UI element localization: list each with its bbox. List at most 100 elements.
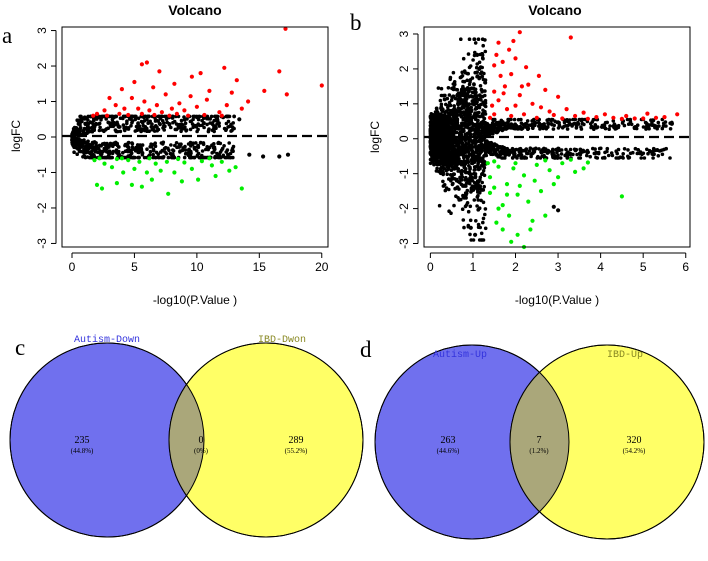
point-up	[543, 87, 548, 92]
point-bg	[443, 140, 447, 144]
x-axis-label-a: -log10(P.Value )	[153, 293, 237, 307]
point-bg	[481, 220, 485, 225]
point-up	[511, 38, 516, 44]
point-bg	[553, 119, 557, 124]
point-down	[492, 185, 497, 190]
point-down	[504, 182, 510, 187]
point-down	[487, 190, 493, 195]
y-tick-label: -3	[35, 238, 49, 249]
point-bg	[516, 127, 520, 131]
point-bg	[159, 155, 164, 160]
point-bg	[209, 114, 214, 119]
point-bg	[519, 156, 523, 160]
point-bg	[79, 116, 84, 120]
point-up	[551, 112, 556, 118]
point-bg	[613, 123, 617, 127]
point-not-significant	[468, 225, 473, 230]
point-bg	[483, 124, 488, 128]
point-up	[585, 116, 591, 121]
point-bg	[155, 128, 159, 133]
x-tick-label: 6	[682, 260, 689, 274]
point-up	[496, 98, 501, 103]
y-tick-label: 0	[35, 133, 49, 140]
point-bg	[461, 84, 465, 89]
point-bg	[580, 121, 585, 126]
point-bg	[428, 151, 433, 156]
point-bg	[447, 209, 451, 213]
point-bg	[139, 129, 143, 134]
point-bg	[532, 149, 536, 153]
point-bg	[518, 152, 523, 157]
point-bg	[591, 117, 596, 122]
point-down	[534, 162, 539, 167]
point-bg	[118, 129, 123, 134]
point-bg	[428, 131, 433, 136]
point-down	[496, 164, 501, 169]
point-bg	[153, 144, 158, 148]
point-up	[207, 88, 212, 93]
point-bg	[645, 147, 649, 152]
point-bg	[94, 122, 98, 126]
point-down	[233, 165, 238, 170]
point-bg	[489, 144, 494, 148]
point-bg	[121, 123, 126, 127]
point-bg	[475, 204, 479, 208]
point-bg	[599, 146, 603, 151]
point-bg	[480, 238, 485, 242]
point-not-significant	[475, 52, 480, 58]
point-bg	[567, 118, 572, 122]
point-bg	[439, 106, 443, 110]
point-bg	[464, 170, 468, 175]
point-bg	[459, 114, 463, 118]
point-bg	[499, 119, 504, 123]
point-bg	[164, 117, 169, 121]
point-bg	[463, 204, 468, 209]
point-bg	[483, 207, 488, 211]
point-down	[515, 192, 520, 197]
point-bg	[628, 117, 633, 122]
point-bg	[472, 132, 476, 137]
point-bg	[428, 161, 433, 166]
point-bg	[456, 98, 461, 102]
point-bg	[200, 118, 204, 123]
point-bg	[494, 151, 498, 155]
point-bg	[126, 145, 131, 150]
point-bg	[439, 149, 444, 154]
point-bg	[480, 144, 484, 149]
point-down	[543, 213, 548, 218]
point-bg	[633, 146, 638, 151]
point-bg	[478, 185, 482, 189]
point-bg	[627, 155, 632, 160]
point-bg	[592, 127, 596, 131]
point-bg	[215, 122, 219, 126]
point-bg	[483, 112, 488, 116]
point-bg	[81, 155, 85, 159]
point-up	[513, 103, 518, 108]
point-bg	[470, 102, 475, 106]
point-up	[594, 115, 599, 120]
point-bg	[462, 69, 467, 73]
point-up	[530, 101, 535, 106]
point-bg	[563, 153, 567, 158]
point-bg	[510, 150, 514, 154]
point-up	[163, 92, 168, 97]
point-bg	[201, 142, 206, 147]
point-bg	[668, 127, 673, 131]
point-bg	[446, 166, 451, 171]
y-tick-label: 2	[35, 62, 49, 69]
point-up	[573, 113, 578, 119]
point-bg	[75, 152, 79, 156]
point-bg	[151, 128, 156, 132]
point-bg	[500, 123, 505, 127]
point-bg	[94, 116, 98, 121]
point-bg	[603, 156, 607, 160]
point-down	[521, 173, 527, 178]
point-bg	[105, 146, 109, 151]
point-up	[126, 112, 131, 118]
point-bg	[78, 142, 82, 146]
point-bg	[179, 125, 183, 129]
point-bg	[141, 127, 146, 131]
point-up	[139, 111, 144, 116]
point-not-significant	[277, 154, 282, 159]
